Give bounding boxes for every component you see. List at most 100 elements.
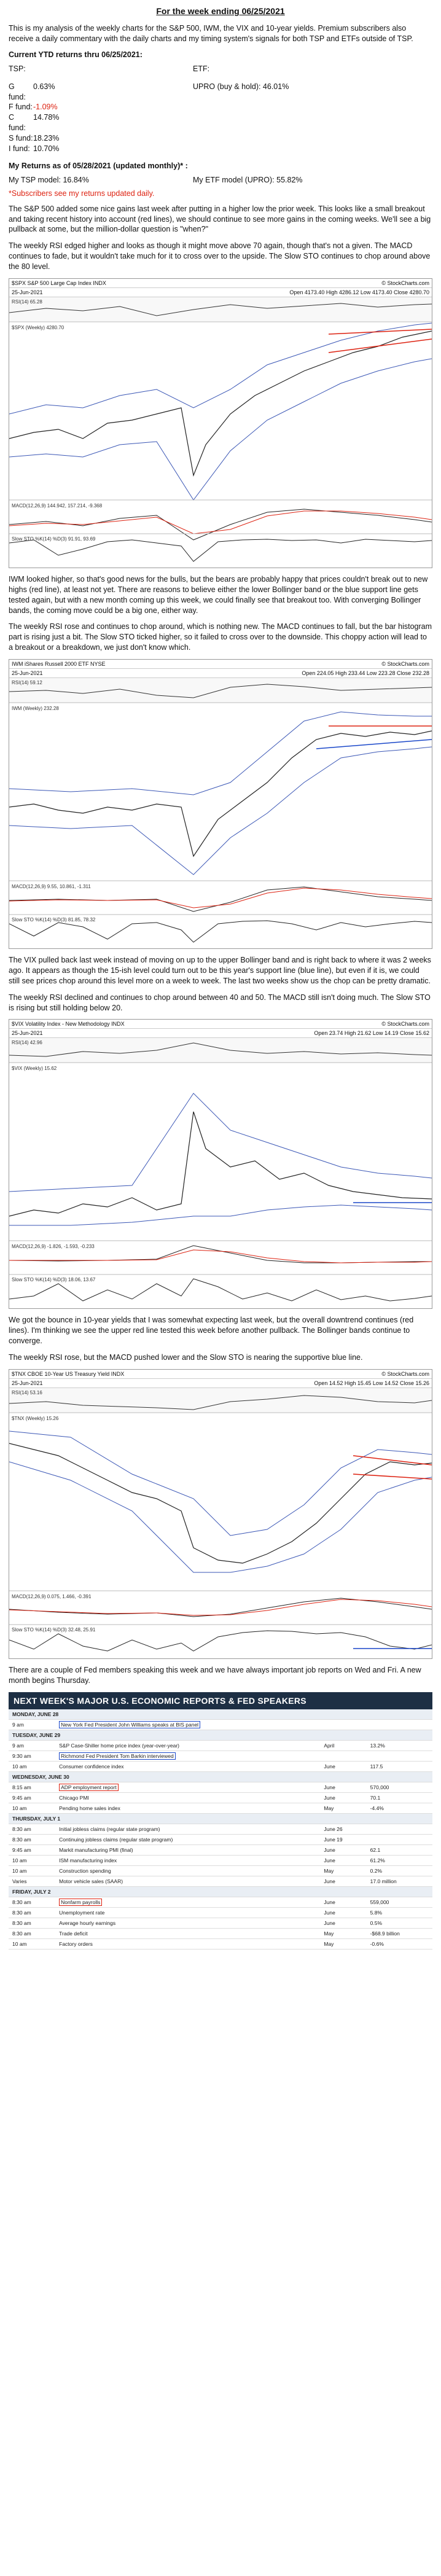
subscriber-note: *Subscribers see my returns updated dail… [9, 189, 155, 198]
calendar-time: 10 am [9, 1865, 56, 1876]
calendar-forecast: 559,000 [366, 1897, 432, 1908]
tsp-label: TSP: [9, 64, 26, 73]
calendar-time: 8:15 am [9, 1782, 56, 1793]
spx-chart-svg: RSI(14) 65.28 $SPX (Weekly) 4280.70 MACD… [9, 297, 432, 562]
calendar-event: Nonfarm payrolls [55, 1897, 321, 1908]
macd-label: MACD(12,26,9) 0.075, 1.466, -0.391 [12, 1594, 92, 1599]
fund-row: I fund: 10.70% [9, 144, 60, 153]
calendar-row: 10 am Consumer confidence index June 117.5 [9, 1761, 432, 1772]
calendar-period: June [320, 1907, 367, 1918]
calendar-table: MONDAY, JUNE 28 9 am New York Fed Presiden… [9, 1709, 432, 1950]
my-returns-heading: My Returns as of 05/28/2021 (updated mon… [9, 161, 188, 170]
calendar-time: 8:30 am [9, 1928, 56, 1939]
calendar-period: June [320, 1918, 367, 1929]
calendar-period: June [320, 1844, 367, 1856]
iwm-chart-svg: RSI(14) 59.12 IWM (Weekly) 232.28 MACD(1… [9, 678, 432, 943]
calendar-day: MONDAY, JUNE 28 [9, 1709, 432, 1720]
calendar-row: 8:30 am Trade deficit May -$68.9 billion [9, 1928, 432, 1939]
chart-ohlc: Open 14.52 High 15.45 Low 14.52 Close 15… [314, 1380, 429, 1386]
chart-date: 25-Jun-2021 [12, 289, 43, 295]
calendar-time: 10 am [9, 1761, 56, 1772]
fund-row: S fund: 18.23% [9, 134, 60, 142]
tnx-paragraph-1: We got the bounce in 10-year yields that… [9, 1316, 414, 1346]
calendar-forecast [366, 1824, 432, 1835]
calendar-period: May [320, 1938, 367, 1950]
calendar-event: Unemployment rate [55, 1907, 321, 1918]
calendar-time: 10 am [9, 1938, 56, 1950]
sto-label: Slow STO %K(14) %D(3) 32.48, 25.91 [12, 1627, 96, 1633]
calendar-event: Average hourly earnings [55, 1918, 321, 1929]
calendar-period: June [320, 1782, 367, 1793]
calendar-forecast: -$68.9 billion [366, 1928, 432, 1939]
calendar-row: 9:45 am Markit manufacturing PMI (final) J… [9, 1844, 432, 1856]
intro-paragraph: This is my analysis of the weekly charts… [9, 24, 413, 43]
fund-row: C fund: 14.78% [9, 113, 60, 133]
calendar-time: 9 am [9, 1740, 56, 1751]
calendar-time: 10 am [9, 1803, 56, 1814]
calendar-row: 8:30 am Average hourly earnings June 0.5% [9, 1918, 432, 1929]
calendar-event: Chicago PMI [55, 1792, 321, 1803]
calendar-period: June 26 [320, 1824, 367, 1835]
rsi-label: RSI(14) 59.12 [12, 680, 42, 685]
calendar-time: 8:30 am [9, 1918, 56, 1929]
fund-row: F fund: -1.09% [9, 103, 58, 112]
ytd-heading: Current YTD returns thru 06/25/2021: [9, 50, 142, 59]
calendar-day-row: MONDAY, JUNE 28 [9, 1709, 432, 1720]
my-etf-return: My ETF model (UPRO): 55.82% [193, 175, 303, 184]
calendar-event: Factory orders [55, 1938, 321, 1950]
chart-ohlc: Open 23.74 High 21.62 Low 14.19 Close 15… [314, 1030, 429, 1037]
calendar-day-row: WEDNESDAY, JUNE 30 [9, 1771, 432, 1782]
calendar-forecast: 0.5% [366, 1918, 432, 1929]
calendar-period: May [320, 1803, 367, 1814]
my-tsp-return: My TSP model: 16.84% [9, 175, 89, 184]
tnx-chart-svg: RSI(14) 53.16 $TNX (Weekly) 15.26 MACD(1… [9, 1388, 432, 1652]
economic-calendar: NEXT WEEK'S MAJOR U.S. ECONOMIC REPORTS … [9, 1692, 432, 1950]
spx-paragraph-2: The weekly RSI edged higher and looks as… [9, 241, 431, 271]
vix-chart: $VIX Volatility Index - New Methodology … [9, 1019, 432, 1309]
iwm-paragraph-2: The weekly RSI rose and continues to cho… [9, 622, 432, 652]
chart-ohlc: Open 224.05 High 233.44 Low 223.28 Close… [302, 670, 429, 676]
macd-label: MACD(12,26,9) 144.942, 157.214, -9.368 [12, 503, 103, 509]
calendar-period: May [320, 1928, 367, 1939]
rsi-label: RSI(14) 65.28 [12, 299, 42, 305]
calendar-period: June [320, 1855, 367, 1866]
calendar-title: NEXT WEEK'S MAJOR U.S. ECONOMIC REPORTS … [14, 1695, 306, 1706]
page-title: For the week ending 06/25/2021 [156, 6, 285, 16]
calendar-row: Varies Motor vehicle sales (SAAR) June 17.0… [9, 1876, 432, 1887]
calendar-row: 10 am ISM manufacturing index June 61.2% [9, 1855, 432, 1866]
vix-paragraph-2: The weekly RSI declined and continues to… [9, 993, 431, 1012]
calendar-period: June [320, 1897, 367, 1908]
chart-credit: © StockCharts.com [381, 1370, 429, 1377]
calendar-row: 8:30 am Initial jobless claims (regular s… [9, 1824, 432, 1835]
calendar-event: ADP employment report [55, 1782, 321, 1793]
chart-date: 25-Jun-2021 [12, 1380, 43, 1386]
calendar-day-row: THURSDAY, JULY 1 [9, 1813, 432, 1824]
sto-label: Slow STO %K(14) %D(3) 81.85, 78.32 [12, 917, 96, 923]
calendar-time: Varies [9, 1876, 56, 1887]
main-label: IWM (Weekly) 232.28 [12, 706, 59, 711]
etf-return: UPRO (buy & hold): 46.01% [193, 82, 289, 91]
calendar-forecast: 117.5 [366, 1761, 432, 1772]
calendar-row: 8:30 am Unemployment rate June 5.8% [9, 1907, 432, 1918]
vix-chart-svg: RSI(14) 42.96 $VIX (Weekly) 15.62 MACD(1… [9, 1038, 432, 1302]
calendar-period: June [320, 1876, 367, 1887]
calendar-event: New York Fed President John Williams spe… [55, 1719, 321, 1730]
calendar-forecast: 13.2% [366, 1740, 432, 1751]
calendar-period: June [320, 1761, 367, 1772]
calendar-period: April [320, 1740, 367, 1751]
calendar-period [320, 1751, 367, 1762]
spx-paragraph-1: The S&P 500 added some nice gains last w… [9, 204, 431, 234]
calendar-time: 9:30 am [9, 1751, 56, 1762]
calendar-event: Consumer confidence index [55, 1761, 321, 1772]
chart-ohlc: Open 4173.40 High 4286.12 Low 4173.40 Cl… [289, 289, 429, 295]
chart-date: 25-Jun-2021 [12, 670, 43, 676]
calendar-row: 10 am Pending home sales index May -4.4% [9, 1803, 432, 1814]
document: For the week ending 06/25/2021 This is m… [9, 0, 432, 1950]
calendar-forecast: 62.1 [366, 1844, 432, 1856]
calendar-row: 9 am New York Fed President John Williams… [9, 1719, 432, 1730]
calendar-forecast: 61.2% [366, 1855, 432, 1866]
spx-chart: $SPX S&P 500 Large Cap Index INDX © Stock… [9, 278, 432, 568]
calendar-row: 8:30 am Continuing jobless claims (regula… [9, 1834, 432, 1845]
calendar-event: Markit manufacturing PMI (final) [55, 1844, 321, 1856]
calendar-time: 9:45 am [9, 1792, 56, 1803]
